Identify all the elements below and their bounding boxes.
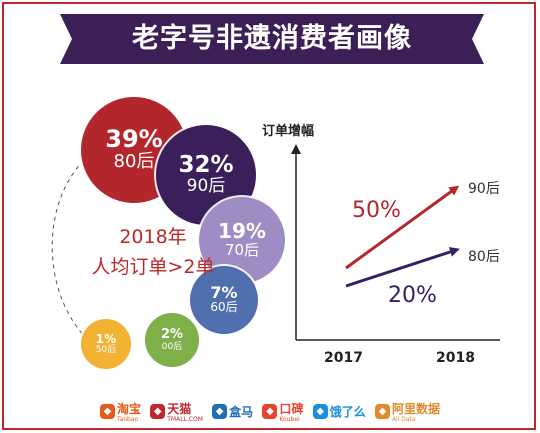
logo-text: 盒马 [229, 404, 254, 419]
series-80-name: 80后 [468, 249, 500, 265]
center-caption: 2018年 人均订单>2单 [82, 222, 224, 282]
eleme-logo-icon: ◆ [312, 403, 328, 419]
x-tick-2017: 2017 [324, 350, 363, 366]
logo-subtext: TMALL.COM [167, 415, 203, 423]
bubble-60后: 7% 60后 [190, 266, 258, 334]
logo-subtext: Taobao [117, 415, 139, 423]
banner-shape [60, 14, 484, 64]
logo-5: ◆ 阿里数据 Ali Data [374, 400, 440, 423]
series-80-arrow [345, 247, 460, 288]
logo-text: 淘宝 [117, 401, 142, 416]
koubei-logo-icon: ◆ [262, 403, 278, 419]
y-axis-label: 订单增幅 [262, 124, 315, 139]
bubble-50后: 1% 50后 [80, 318, 132, 370]
series-80-growth-label: 20% [388, 283, 437, 308]
logo-text: 天猫 [167, 401, 192, 416]
bubble-percent: 19% [218, 218, 266, 243]
page-title: 老字号非遗消费者画像 [132, 23, 412, 54]
bubble-percent: 1% [95, 331, 117, 346]
series-90-growth-label: 50% [352, 198, 401, 223]
x-tick-2018: 2018 [436, 350, 475, 366]
hema-logo-icon: ◆ [212, 403, 228, 419]
logo-2: ◆ 盒马 [212, 403, 253, 420]
logo-3: ◆ 口碑 Koubei [262, 400, 303, 423]
bubble-age-group: 90后 [186, 176, 226, 197]
dashed-arc-path [51, 149, 97, 341]
logo-subtext: Ali Data [391, 415, 416, 423]
logo-text: 饿了么 [329, 404, 366, 419]
logo-text: 阿里数据 [391, 401, 440, 416]
partner-logos: ◆ 淘宝 Taobao ◆ 天猫 TMALL.COM ◆ 盒马 ◆ 口碑 Koubei ◆ 饿了么 ◆ 阿里… [100, 398, 440, 424]
bubble-percent: 7% [210, 282, 238, 302]
logo-subtext: Koubei [279, 415, 300, 423]
bubble-percent: 39% [105, 125, 163, 154]
bubble-age-group: 00后 [161, 341, 183, 352]
bubble-percent: 2% [160, 326, 184, 342]
bubble-age-group: 70后 [224, 240, 260, 259]
bubble-00后: 2% 00后 [144, 312, 200, 368]
series-90-arrow [345, 185, 460, 270]
tmall-logo-icon: ◆ [150, 403, 166, 419]
bubble-percent: 32% [178, 152, 234, 179]
bubble-age-group: 80后 [113, 151, 155, 173]
logo-0: ◆ 淘宝 Taobao [100, 400, 141, 423]
title-banner: 老字号非遗消费者画像 [60, 14, 484, 64]
logo-1: ◆ 天猫 TMALL.COM [150, 400, 203, 423]
taobao-logo-icon: ◆ [100, 403, 115, 419]
bubble-age-group: 50后 [95, 345, 117, 356]
logo-4: ◆ 饿了么 [312, 403, 366, 420]
ali-data-logo-icon: ◆ [374, 403, 390, 419]
bubble-age-group: 60后 [210, 300, 238, 315]
series-90-name: 90后 [468, 181, 500, 197]
center-caption-year: 2018年 [119, 226, 187, 248]
center-caption-orders: 人均订单>2单 [91, 256, 215, 278]
logo-text: 口碑 [279, 401, 304, 416]
